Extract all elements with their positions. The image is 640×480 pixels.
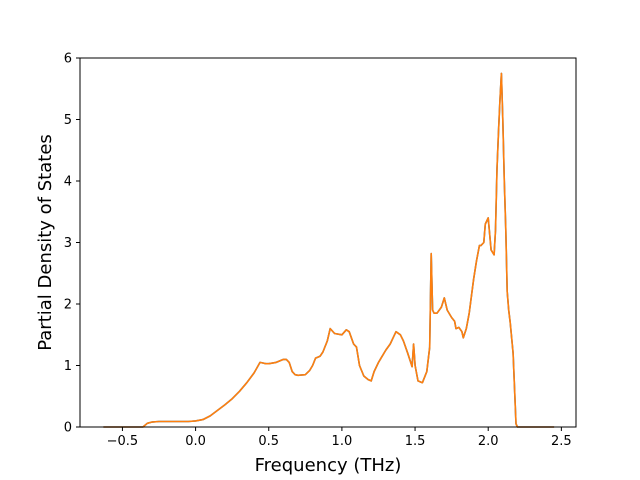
- y-tick-label: 2: [64, 298, 72, 313]
- y-tick-label: 1: [64, 359, 72, 374]
- x-tick-label: 1.5: [405, 434, 426, 449]
- y-tick-label: 0: [64, 421, 72, 436]
- x-axis: −0.5 0.0 0.5 1.0 1.5 2.0 2.5: [107, 427, 572, 449]
- x-tick-label: −0.5: [107, 434, 139, 449]
- x-tick-label: 1.0: [332, 434, 353, 449]
- x-tick-label: 2.5: [551, 434, 572, 449]
- y-tick-label: 4: [64, 175, 72, 190]
- y-axis-title: Partial Density of States: [35, 134, 56, 351]
- x-tick-label: 0.5: [258, 434, 279, 449]
- series-line-2: [103, 72, 555, 428]
- series-layer: [103, 72, 555, 428]
- y-tick-label: 6: [64, 52, 72, 67]
- x-tick-label: 0.0: [185, 434, 206, 449]
- x-axis-title: Frequency (THz): [255, 455, 402, 476]
- y-tick-label: 3: [64, 236, 72, 251]
- y-tick-label: 5: [64, 113, 72, 128]
- y-axis: 0 1 2 3 4 5 6: [64, 52, 80, 436]
- x-tick-label: 2.0: [478, 434, 499, 449]
